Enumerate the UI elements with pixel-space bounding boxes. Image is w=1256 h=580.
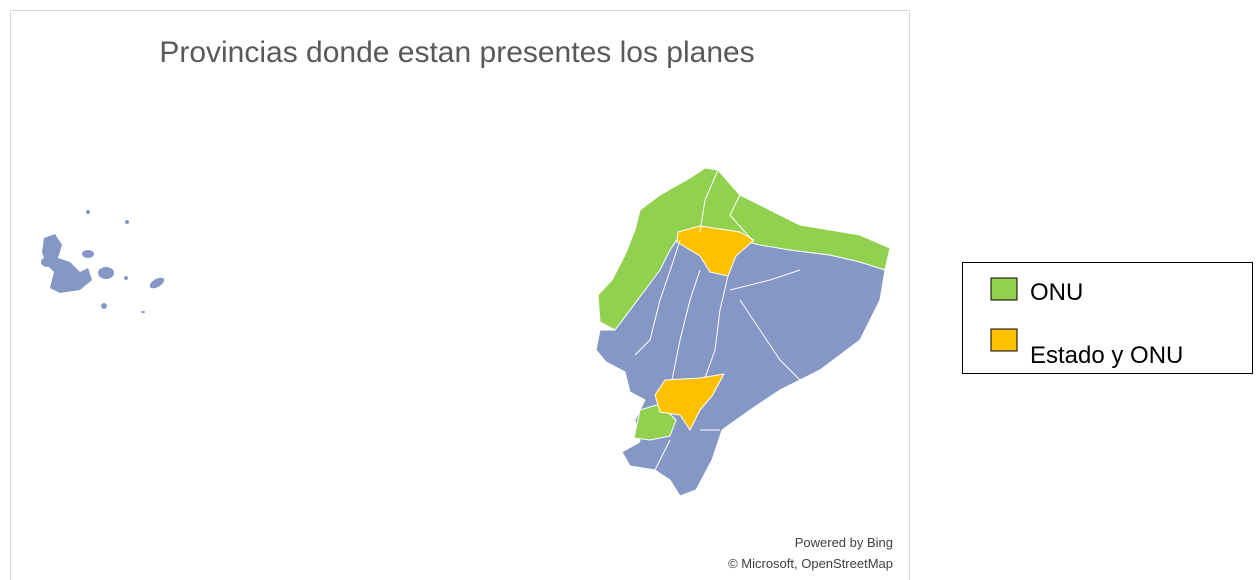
legend-swatch bbox=[990, 328, 1018, 352]
legend-label: ONU bbox=[1030, 279, 1083, 306]
island bbox=[149, 277, 165, 289]
province-green bbox=[597, 167, 891, 331]
island bbox=[141, 311, 145, 313]
province-orange bbox=[676, 225, 755, 277]
legend-label: Estado y ONU bbox=[1030, 342, 1183, 369]
attribution: © Microsoft, OpenStreetMap bbox=[728, 556, 893, 571]
island bbox=[101, 303, 107, 309]
island bbox=[41, 257, 53, 267]
galapagos bbox=[41, 210, 165, 313]
legend-swatch bbox=[990, 277, 1018, 301]
province-borders bbox=[634, 169, 801, 471]
island bbox=[98, 267, 114, 279]
island bbox=[82, 250, 94, 258]
legend: ONU Estado y ONU bbox=[962, 262, 1253, 374]
attribution: Powered by Bing bbox=[795, 535, 893, 550]
island bbox=[125, 220, 129, 224]
province-orange bbox=[654, 373, 725, 431]
island bbox=[86, 210, 90, 214]
island bbox=[42, 234, 92, 293]
chart-title: Provincias donde estan presentes los pla… bbox=[159, 36, 754, 69]
mainland bbox=[595, 167, 891, 497]
island bbox=[124, 276, 128, 280]
